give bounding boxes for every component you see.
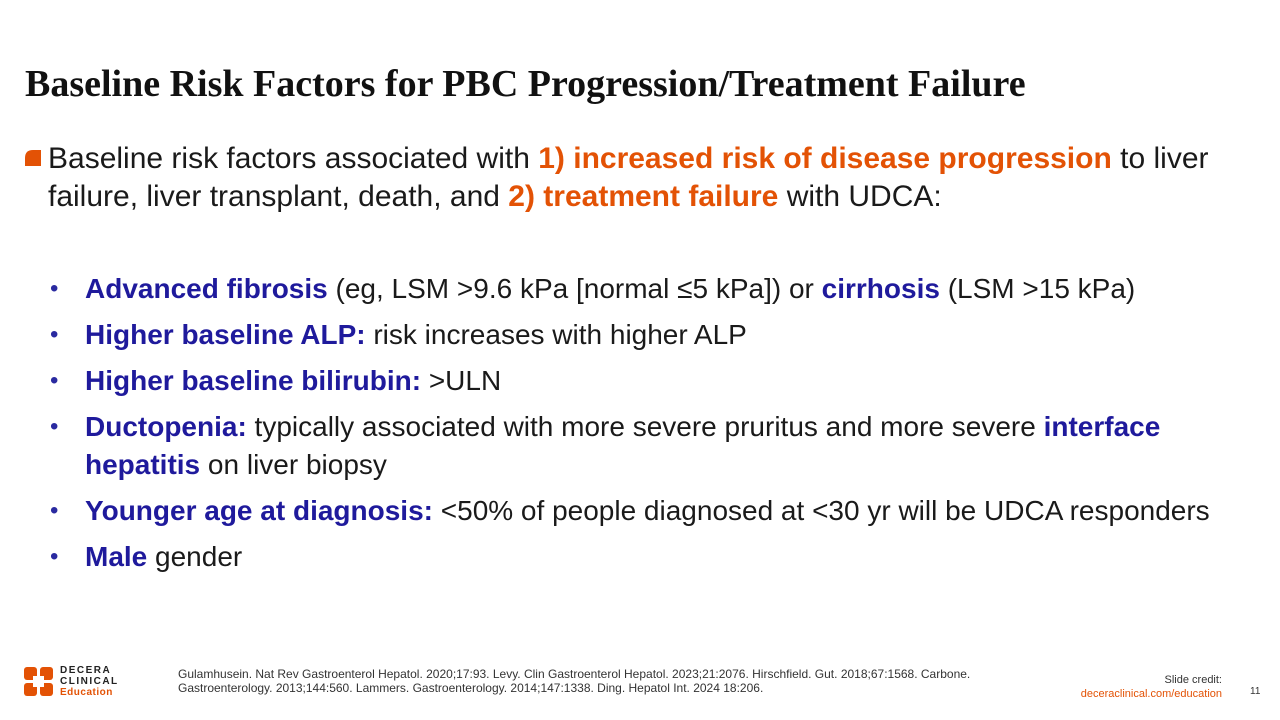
risk-factor-label-2: cirrhosis bbox=[821, 273, 940, 304]
bullet-dot: • bbox=[50, 413, 59, 440]
risk-factor-alp: • Higher baseline ALP: risk increases wit… bbox=[48, 316, 1263, 354]
risk-factor-detail: gender bbox=[147, 541, 243, 572]
risk-factor-list: • Advanced fibrosis (eg, LSM >9.6 kPa [no… bbox=[48, 270, 1263, 576]
bullet-dot: • bbox=[50, 367, 59, 394]
references: Gulamhusein. Nat Rev Gastroenterol Hepat… bbox=[178, 667, 971, 695]
logo-line-1: DECERA bbox=[60, 665, 112, 676]
risk-factor-detail: risk increases with higher ALP bbox=[365, 319, 747, 350]
slide-title: Baseline Risk Factors for PBC Progressio… bbox=[25, 63, 1026, 105]
risk-factor-gender: • Male gender bbox=[48, 538, 1263, 576]
risk-factor-bilirubin: • Higher baseline bilirubin: >ULN bbox=[48, 362, 1263, 400]
decera-logo: DECERA CLINICAL Education bbox=[24, 665, 134, 699]
logo-line-2: CLINICAL bbox=[60, 676, 119, 687]
logo-wordmark: DECERA CLINICAL Education bbox=[60, 665, 119, 698]
risk-factor-ductopenia: • Ductopenia: typically associated with m… bbox=[48, 408, 1263, 484]
bullet-dot: • bbox=[50, 497, 59, 524]
risk-factor-fibrosis: • Advanced fibrosis (eg, LSM >9.6 kPa [no… bbox=[48, 270, 1263, 308]
main-bullet-text: Baseline risk factors associated with 1)… bbox=[48, 140, 1263, 216]
highlight-disease-progression: 1) increased risk of disease progression bbox=[538, 142, 1112, 175]
risk-factor-detail: (eg, LSM >9.6 kPa [normal ≤5 kPa]) or bbox=[327, 273, 822, 304]
risk-factor-detail-2: on liver biopsy bbox=[200, 449, 387, 480]
decera-logo-icon bbox=[24, 667, 53, 696]
bullet-dot: • bbox=[50, 321, 59, 348]
risk-factor-detail: typically associated with more severe pr… bbox=[246, 411, 1044, 442]
risk-factor-label: Younger age at diagnosis: bbox=[85, 495, 433, 526]
risk-factor-age: • Younger age at diagnosis: <50% of peopl… bbox=[48, 492, 1263, 530]
orange-bullet-icon bbox=[25, 150, 41, 166]
credit-link[interactable]: deceraclinical.com/education bbox=[1080, 688, 1222, 700]
risk-factor-label-2: interface hepatitis bbox=[85, 411, 1161, 480]
risk-factor-detail: >ULN bbox=[421, 365, 502, 396]
risk-factor-detail: <50% of people diagnosed at <30 yr will … bbox=[432, 495, 1210, 526]
highlight-treatment-failure: 2) treatment failure bbox=[508, 180, 779, 213]
risk-factor-label: Ductopenia: bbox=[85, 411, 247, 442]
bullet-dot: • bbox=[50, 275, 59, 302]
main-text-end: with UDCA: bbox=[778, 180, 942, 213]
credit-label: Slide credit: bbox=[1164, 674, 1222, 686]
bullet-dot: • bbox=[50, 543, 59, 570]
risk-factor-detail-2: (LSM >15 kPa) bbox=[939, 273, 1136, 304]
main-text-intro: Baseline risk factors associated with bbox=[48, 142, 539, 175]
main-text-middle: to liver failure, liver transplant, deat… bbox=[48, 142, 1209, 213]
page-number: 11 bbox=[1250, 686, 1261, 697]
logo-line-3: Education bbox=[60, 687, 113, 698]
risk-factor-label: Higher baseline ALP: bbox=[85, 319, 366, 350]
risk-factor-label: Higher baseline bilirubin: bbox=[85, 365, 422, 396]
risk-factor-label: Male bbox=[85, 541, 148, 572]
slide-credit: Slide credit: deceraclinical.com/educati… bbox=[1081, 673, 1222, 701]
risk-factor-label: Advanced fibrosis bbox=[85, 273, 328, 304]
